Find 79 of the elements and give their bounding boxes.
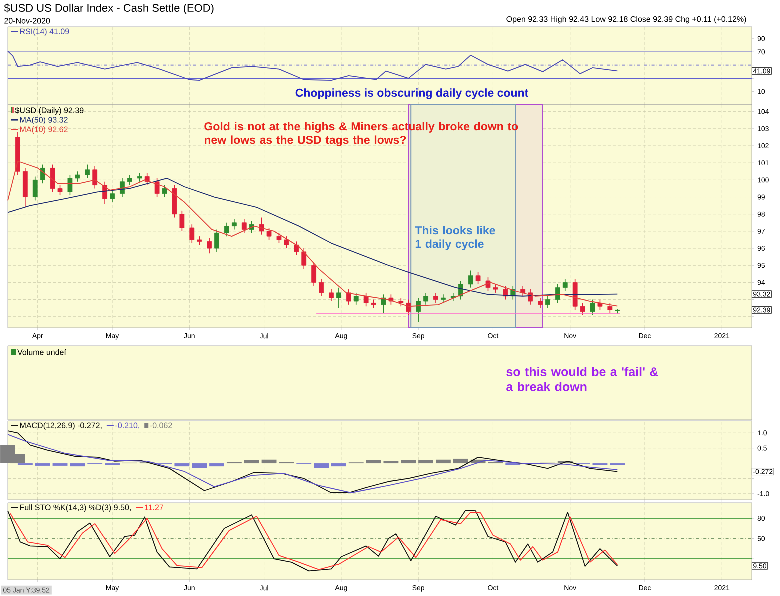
candlestick <box>92 166 98 190</box>
candlestick <box>110 190 115 203</box>
bar <box>401 460 416 464</box>
candlestick <box>476 272 481 285</box>
bar <box>436 460 451 464</box>
candlestick <box>207 238 212 254</box>
bar <box>210 464 224 467</box>
candlestick <box>68 174 73 196</box>
text: so this would be a 'fail' & a break down <box>506 367 658 392</box>
candlestick <box>406 299 412 316</box>
candlestick <box>364 292 369 308</box>
candlestick <box>266 228 272 240</box>
text: Open 92.33 High 92.43 Low 92.18 Close 92.39 Chg +0.11 (+0.12%) <box>506 16 746 24</box>
annotation: Choppiness is obscuring daily cycle count <box>296 88 528 100</box>
chart-subtitle: 20-Nov-2020 <box>4 18 50 24</box>
legend-label: Full STO %K(14,3) %D(3) 9.50, <box>20 504 131 512</box>
bar <box>70 464 86 467</box>
candlestick <box>329 289 334 302</box>
candlestick <box>162 184 168 198</box>
candlestick <box>284 236 290 249</box>
legend-label: RSI(14) 41.09 <box>20 28 70 36</box>
candlestick <box>214 229 220 252</box>
candlestick <box>180 210 185 232</box>
bar <box>192 464 208 468</box>
legend-label: $USD (Daily) 92.39 <box>15 107 84 115</box>
legend-label: MA(10) 92.62 <box>20 126 68 134</box>
bar <box>418 460 434 464</box>
legend-label: MACD(12,26,9) -0.272, <box>20 422 102 430</box>
candlestick <box>562 278 568 292</box>
legend-label: MA(50) 93.32 <box>20 117 68 124</box>
candlestick <box>302 248 307 270</box>
candlestick <box>190 224 195 244</box>
legend-label: -0.210, <box>116 422 140 430</box>
candlestick <box>312 262 316 287</box>
candlestick <box>468 270 474 288</box>
legend-label: -0.062 <box>150 422 172 428</box>
candlestick <box>336 287 342 309</box>
annotation: This looks like 1 daily cycle <box>415 226 496 250</box>
candlestick <box>572 278 578 310</box>
legend-label: 11.27 <box>145 504 164 510</box>
candlestick <box>32 176 38 202</box>
candlestick <box>319 278 324 297</box>
candlestick <box>232 219 237 230</box>
bar <box>384 461 399 464</box>
candlestick <box>259 217 264 236</box>
bar <box>314 464 329 468</box>
bar <box>366 460 382 464</box>
candlestick <box>555 284 560 304</box>
candlestick <box>346 289 352 306</box>
candlestick <box>538 298 543 309</box>
bar <box>174 464 190 467</box>
candlestick <box>276 232 282 244</box>
candlestick <box>608 302 613 314</box>
text: Volume undef <box>18 349 66 356</box>
candlestick <box>580 302 586 316</box>
candlestick <box>354 292 359 306</box>
candlestick <box>424 292 428 306</box>
candlestick <box>58 184 63 196</box>
bar <box>331 464 346 467</box>
candlestick <box>127 174 132 186</box>
candlestick <box>434 292 438 304</box>
candlestick <box>520 286 526 297</box>
candlestick <box>85 164 90 179</box>
candlestick <box>590 299 596 316</box>
candlestick <box>546 296 550 309</box>
candlestick <box>242 219 247 234</box>
candlestick <box>224 222 230 237</box>
candlestick <box>154 178 160 198</box>
chart-title: $USD US Dollar Index - Cash Settle (EOD) <box>4 4 214 14</box>
candlestick <box>40 164 46 184</box>
candlestick <box>381 294 386 314</box>
candlestick <box>294 241 300 256</box>
candlestick <box>50 164 56 193</box>
bar <box>453 458 468 464</box>
bar <box>244 460 260 464</box>
line-series <box>8 50 618 81</box>
candlestick <box>416 298 422 322</box>
candlestick <box>75 171 80 182</box>
bar <box>262 460 277 464</box>
